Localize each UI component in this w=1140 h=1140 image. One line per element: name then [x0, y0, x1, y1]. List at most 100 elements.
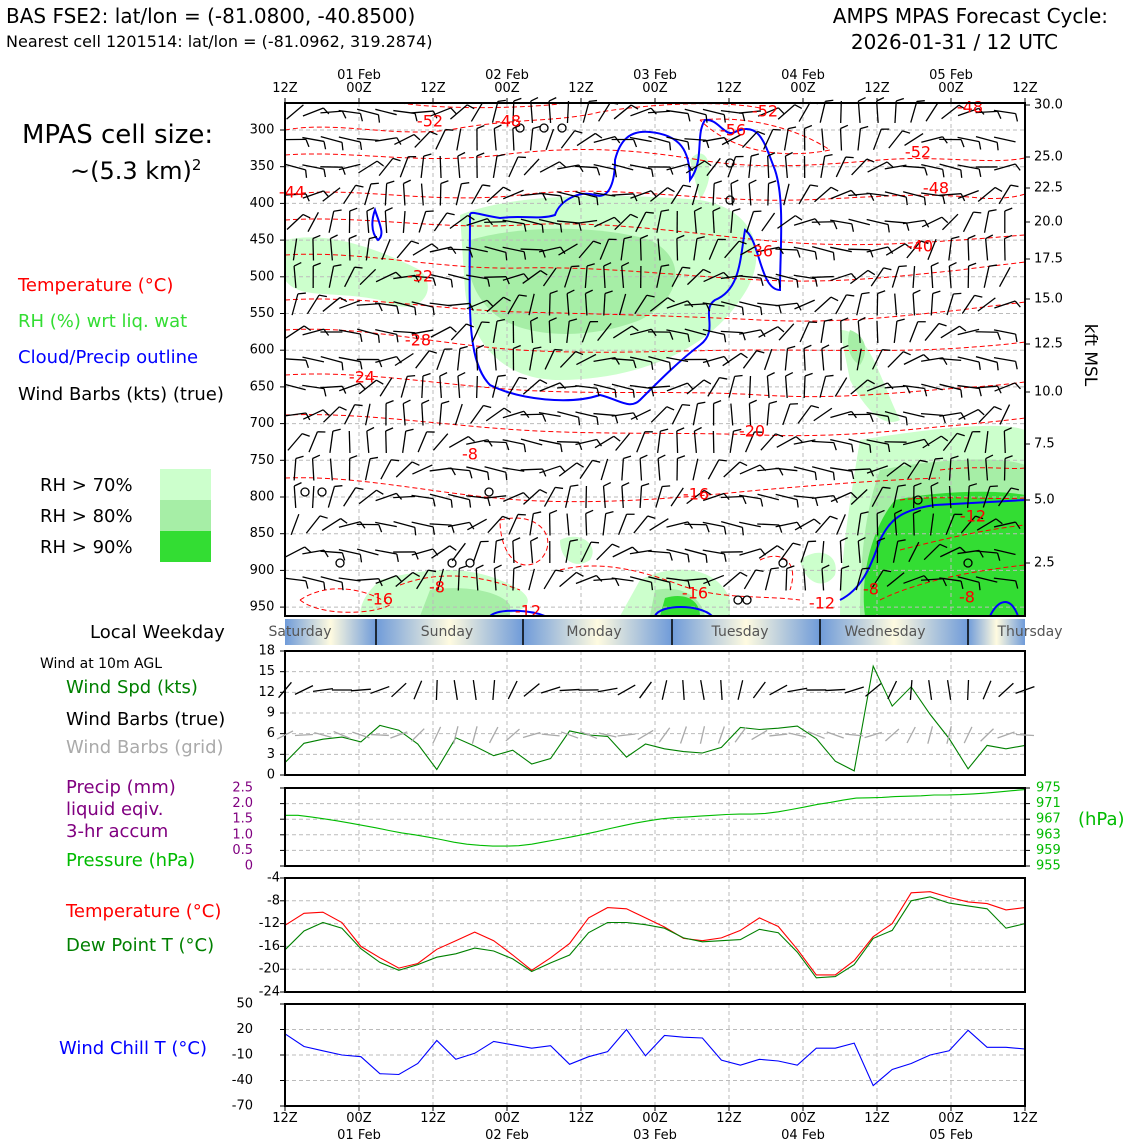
barb-flag	[877, 537, 886, 542]
wind-barb-461	[748, 375, 752, 399]
barb-staff	[311, 458, 315, 481]
barb-flag	[530, 316, 539, 322]
wind-barb-391	[676, 427, 685, 454]
ptick-label-450: 450	[250, 233, 275, 248]
barb-staff	[884, 220, 907, 224]
barb-staff	[922, 435, 942, 449]
barb-flag	[969, 483, 978, 487]
barb-staff	[566, 100, 570, 124]
barb-staff	[436, 348, 445, 371]
barb-flag	[840, 344, 849, 350]
barb-staff	[975, 385, 998, 389]
barb-flag	[330, 234, 338, 240]
wind-barb-1	[286, 104, 304, 120]
barb-staff	[684, 548, 707, 556]
temp-contour-14	[299, 588, 391, 613]
wind-barb-56	[338, 136, 363, 150]
barb-staff	[581, 321, 591, 343]
barb-flag	[924, 167, 928, 176]
barb-staff	[375, 137, 397, 142]
wind-barb-164	[456, 128, 462, 151]
chill-series-1	[284, 1028, 1026, 1087]
wind-barb-652	[939, 193, 966, 202]
wind-barb-692	[977, 297, 996, 312]
wind-barb-14	[293, 455, 304, 481]
barb-staff	[411, 275, 434, 279]
barb-staff	[830, 439, 852, 445]
wind-barb-671	[962, 211, 982, 233]
bottom-hour-1: 00Z	[346, 1111, 372, 1126]
wind-barb-159	[429, 493, 453, 508]
sfc-barb-36	[946, 680, 952, 700]
barb-staff	[566, 320, 570, 344]
grid-barb-10	[452, 726, 459, 744]
barb-flag	[559, 444, 563, 453]
wind-barb-451	[738, 110, 762, 114]
barb-flag	[604, 290, 613, 295]
barb-staff	[486, 296, 504, 313]
barb-flag	[796, 279, 799, 288]
wind-barb-505	[798, 101, 819, 122]
wind-barb-619	[912, 265, 916, 289]
wind-barb-416	[702, 136, 730, 145]
wind-barb-55	[338, 109, 364, 122]
wind-barb-453	[748, 153, 760, 179]
barb-staff	[815, 515, 831, 534]
barb-flag	[305, 193, 310, 202]
wind-barb-83	[358, 379, 384, 395]
wind-barb-549	[840, 317, 849, 344]
barb-staff	[348, 238, 351, 261]
wind-barb-452	[742, 130, 766, 148]
barb-staff	[320, 385, 343, 389]
wind-barb-148	[439, 180, 449, 206]
bottom-date-0: 01 Feb	[337, 1128, 381, 1140]
temp-ytick-label-3: -16	[259, 939, 280, 954]
barb-staff	[302, 409, 324, 420]
barb-staff	[523, 158, 540, 176]
wind-barb-231	[503, 492, 530, 502]
ptick-label-800: 800	[250, 490, 275, 505]
grid-barb-33	[885, 728, 900, 742]
barb-flag	[305, 139, 310, 148]
barb-staff	[602, 485, 606, 509]
wind-barb-678	[958, 408, 985, 421]
barb-flag	[359, 113, 364, 122]
wind-barb-36	[302, 576, 326, 591]
barb-staff	[820, 156, 826, 178]
barb-flag	[719, 376, 728, 380]
wind-barb-611	[892, 539, 906, 563]
wind-barb-568	[856, 348, 862, 371]
sfc-barb-18	[597, 687, 618, 693]
wind-barb-477	[758, 326, 785, 338]
barb-staff	[666, 136, 689, 143]
barb-staff	[902, 411, 925, 418]
wind-barb-123	[393, 495, 416, 499]
wind-barb-271	[566, 100, 570, 124]
barb-flag	[334, 485, 343, 488]
barb-staff	[302, 328, 324, 336]
barb-staff	[381, 239, 391, 260]
barb-staff	[730, 403, 734, 426]
barb-flag	[341, 142, 344, 151]
barb-flag	[370, 182, 379, 185]
barb-flag	[697, 401, 706, 405]
barb-staff	[411, 110, 434, 114]
press-frame	[284, 787, 1026, 867]
wind-barb-447	[720, 495, 747, 505]
barb-flag	[669, 582, 672, 591]
barb-staff	[884, 164, 907, 170]
wind-barb-327	[611, 163, 634, 171]
barb-flag	[586, 263, 595, 267]
barb-flag	[396, 137, 402, 145]
wind-barb-645	[930, 481, 939, 509]
barb-staff	[508, 514, 519, 535]
barb-staff	[907, 459, 921, 480]
wind-barb-18	[284, 577, 309, 589]
barb-flag	[348, 234, 357, 240]
barb-flag	[897, 539, 906, 542]
barb-flag	[882, 486, 891, 489]
barb-staff	[767, 183, 770, 206]
wind-barb-631	[925, 102, 939, 122]
wind-barb-79	[359, 268, 377, 286]
